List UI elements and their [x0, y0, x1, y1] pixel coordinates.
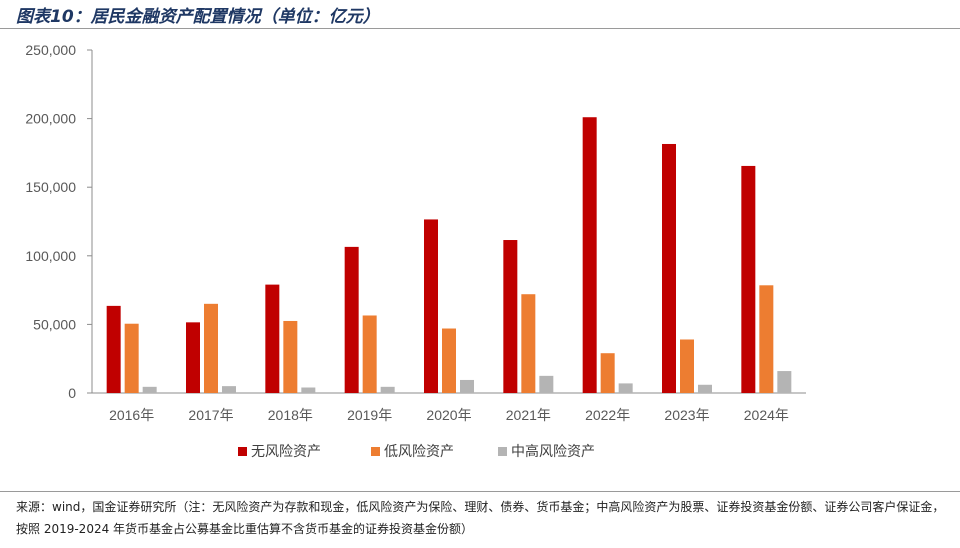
- legend-swatch-无风险资产: [238, 447, 247, 456]
- bottom-divider: [0, 491, 960, 492]
- bar-低风险资产-2022年: [600, 353, 615, 393]
- legend-label-无风险资产: 无风险资产: [251, 444, 321, 460]
- bar-无风险资产-2021年: [503, 240, 518, 393]
- x-tick-label: 2023年: [664, 407, 709, 423]
- bar-中高风险资产-2017年: [222, 386, 236, 393]
- bar-低风险资产-2024年: [759, 285, 774, 393]
- source-note: 来源：wind，国金证券研究所（注：无风险资产为存款和现金，低风险资产为保险、理…: [16, 500, 945, 536]
- legend-label-中高风险资产: 中高风险资产: [511, 443, 595, 460]
- bar-无风险资产-2019年: [344, 246, 359, 393]
- bar-中高风险资产-2024年: [777, 371, 792, 393]
- x-tick-label: 2024年: [744, 407, 789, 423]
- bar-中高风险资产-2020年: [460, 379, 474, 393]
- top-divider: [0, 28, 960, 29]
- bar-低风险资产-2018年: [283, 320, 298, 393]
- y-tick-label: 50,000: [33, 316, 76, 332]
- chart-title: 图表10：居民金融资产配置情况（单位：亿元）: [16, 7, 380, 27]
- bar-中高风险资产-2021年: [539, 375, 554, 393]
- bar-中高风险资产-2019年: [380, 386, 395, 393]
- x-tick-label: 2016年: [109, 407, 154, 423]
- x-tick-label: 2022年: [585, 407, 630, 423]
- x-axis-labels: 2016年 2017年 2018年 2019年 2020年 2021年 2022年 2023年…: [109, 407, 789, 423]
- x-tick-label: 2018年: [268, 407, 313, 423]
- bar-低风险资产-2016年: [124, 323, 139, 393]
- x-tick-label: 2017年: [188, 407, 233, 423]
- bar-无风险资产-2016年: [106, 305, 121, 393]
- bar-低风险资产-2019年: [362, 315, 377, 393]
- y-tick-label: 250,000: [25, 42, 76, 58]
- y-tick-label: 200,000: [25, 111, 76, 127]
- y-tick-label: 150,000: [25, 179, 76, 195]
- bar-chart: 0 50,000 100,000 150,000 200,000 250,000 2016…: [25, 42, 806, 460]
- legend-label-低风险资产: 低风险资产: [384, 444, 454, 460]
- bar-低风险资产-2020年: [442, 328, 456, 393]
- legend-swatch-低风险资产: [371, 447, 380, 456]
- y-tick-label: 0: [68, 385, 76, 401]
- bar-低风险资产-2021年: [521, 294, 536, 393]
- x-tick-label: 2020年: [426, 407, 471, 423]
- bar-中高风险资产-2022年: [618, 383, 633, 393]
- chart-legend: 无风险资产 低风险资产 中高风险资产: [238, 443, 595, 460]
- x-tick-label: 2021年: [506, 407, 551, 423]
- bar-无风险资产-2022年: [582, 117, 597, 393]
- legend-swatch-中高风险资产: [498, 447, 507, 456]
- bar-无风险资产-2024年: [741, 165, 756, 393]
- bar-无风险资产-2023年: [662, 143, 676, 393]
- bar-中高风险资产-2018年: [301, 387, 316, 393]
- bar-低风险资产-2023年: [680, 339, 694, 393]
- bar-中高风险资产-2023年: [698, 384, 712, 393]
- bar-中高风险资产-2016年: [142, 386, 157, 393]
- bar-低风险资产-2017年: [204, 303, 218, 393]
- chart-bars: [106, 117, 792, 393]
- bar-无风险资产-2017年: [186, 322, 200, 393]
- bar-无风险资产-2018年: [265, 284, 280, 393]
- y-tick-label: 100,000: [25, 248, 76, 264]
- bar-无风险资产-2020年: [424, 219, 438, 393]
- x-tick-label: 2019年: [347, 407, 392, 423]
